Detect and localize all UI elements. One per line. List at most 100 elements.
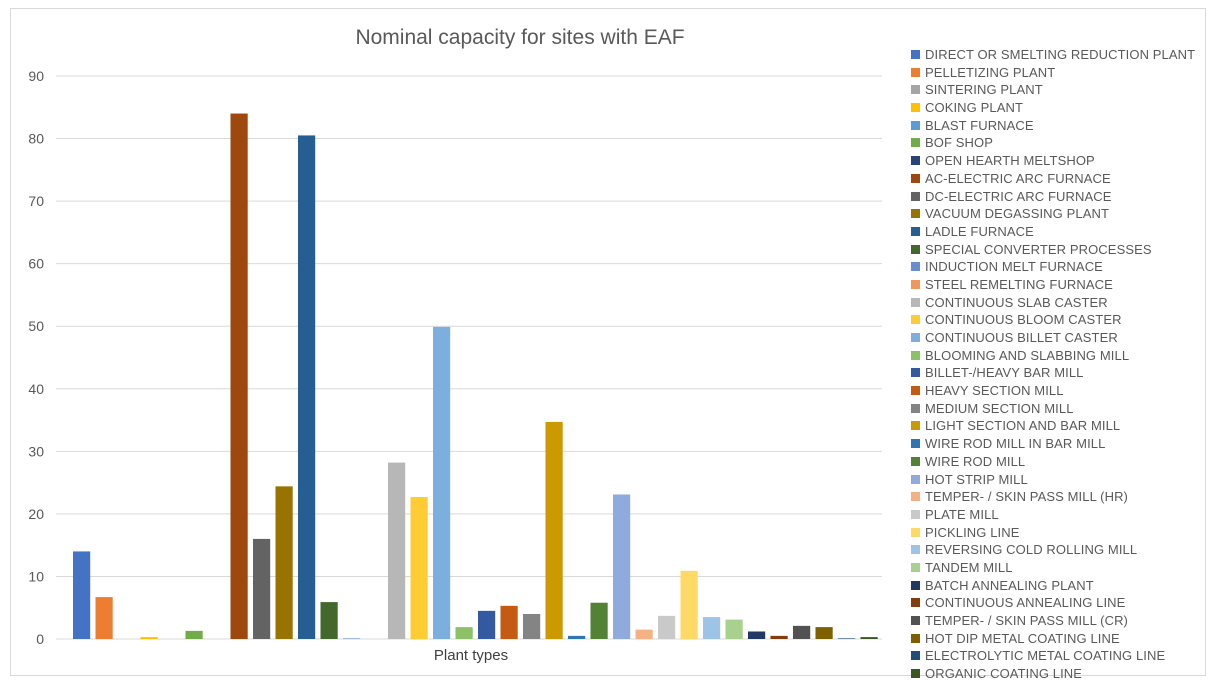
- bar-bof-shop: [185, 630, 203, 639]
- legend-swatch: [911, 509, 920, 519]
- legend-swatch: [911, 386, 920, 396]
- legend-label: CONTINUOUS BLOOM CASTER: [925, 312, 1122, 328]
- legend-label: CONTINUOUS SLAB CASTER: [925, 294, 1108, 310]
- legend-swatch: [911, 85, 920, 95]
- legend-swatch: [911, 474, 920, 484]
- bar-vacuum-degassing-plant: [275, 486, 293, 639]
- legend-label: TEMPER- / SKIN PASS MILL (CR): [925, 613, 1128, 628]
- bar-temper-skin-pass-mill-hr: [635, 629, 653, 639]
- bar-coking-plant: [140, 637, 158, 639]
- legend-item: SPECIAL CONVERTER PROCESSES: [911, 241, 1211, 259]
- legend-label: TANDEM MILL: [925, 559, 1013, 575]
- legend-swatch: [911, 421, 920, 431]
- legend-item: DC-ELECTRIC ARC FURNACE: [911, 188, 1211, 206]
- legend-label: BATCH ANNEALING PLANT: [925, 577, 1094, 593]
- legend-label: MEDIUM SECTION MILL: [925, 400, 1074, 416]
- legend-item: REVERSING COLD ROLLING MILL: [911, 541, 1211, 559]
- legend-swatch: [911, 209, 920, 219]
- legend-swatch: [911, 315, 920, 325]
- legend-label: SPECIAL CONVERTER PROCESSES: [925, 241, 1152, 257]
- legend-item: ELECTROLYTIC METAL COATING LINE: [911, 647, 1211, 665]
- legend-label: SINTERING PLANT: [925, 82, 1043, 98]
- legend-swatch: [911, 297, 920, 307]
- chart-legend: DIRECT OR SMELTING REDUCTION PLANT PELLET…: [911, 46, 1211, 683]
- legend-item: DIRECT OR SMELTING REDUCTION PLANT: [911, 46, 1211, 64]
- legend-label: BLAST FURNACE: [925, 117, 1034, 133]
- bar-continuous-slab-caster: [388, 462, 406, 639]
- legend-label: ELECTROLYTIC METAL COATING LINE: [925, 648, 1166, 664]
- bar-hot-dip-metal-coating-line: [815, 627, 833, 639]
- bar-dc-electric-arc-furnace: [253, 538, 271, 639]
- legend-item: BLOOMING AND SLABBING MILL: [911, 347, 1211, 365]
- legend-swatch: [911, 669, 920, 679]
- legend-item: CONTINUOUS ANNEALING LINE: [911, 594, 1211, 612]
- bar-induction-melt-furnace: [343, 638, 361, 639]
- bar-plate-mill: [658, 615, 676, 639]
- legend-swatch: [911, 562, 920, 572]
- legend-label: HEAVY SECTION MILL: [925, 383, 1064, 399]
- legend-item: CONTINUOUS BLOOM CASTER: [911, 311, 1211, 329]
- legend-swatch: [911, 616, 920, 625]
- y-tick-label: 20: [28, 506, 44, 522]
- legend-swatch: [911, 50, 920, 59]
- legend-item: PELLETIZING PLANT: [911, 64, 1211, 82]
- bar-billet-heavy-bar-mill: [478, 610, 496, 639]
- legend-swatch: [911, 492, 920, 502]
- y-tick-label: 80: [28, 131, 44, 147]
- bar-light-section-and-bar-mill: [545, 421, 563, 639]
- legend-swatch: [911, 651, 920, 661]
- legend-swatch: [911, 226, 920, 236]
- legend-label: CONTINUOUS BILLET CASTER: [925, 330, 1118, 345]
- legend-swatch: [911, 156, 920, 166]
- legend-label: STEEL REMELTING FURNACE: [925, 276, 1113, 292]
- legend-item: INDUCTION MELT FURNACE: [911, 258, 1211, 276]
- legend-item: TANDEM MILL: [911, 559, 1211, 577]
- bar-reversing-cold-rolling-mill: [703, 617, 721, 639]
- legend-swatch: [911, 633, 920, 643]
- bar-continuous-bloom-caster: [410, 496, 428, 639]
- legend-label: OPEN HEARTH MELTSHOP: [925, 153, 1095, 169]
- legend-swatch: [911, 173, 920, 183]
- legend-item: PLATE MILL: [911, 506, 1211, 524]
- legend-label: TEMPER- / SKIN PASS MILL (HR): [925, 489, 1128, 505]
- y-tick-label: 90: [28, 68, 44, 84]
- legend-label: PELLETIZING PLANT: [925, 64, 1056, 80]
- legend-label: INDUCTION MELT FURNACE: [925, 259, 1103, 275]
- legend-item: MEDIUM SECTION MILL: [911, 400, 1211, 418]
- legend-label: WIRE ROD MILL IN BAR MILL: [925, 436, 1106, 452]
- bar-organic-coating-line: [860, 637, 878, 639]
- legend-item: CONTINUOUS BILLET CASTER: [911, 329, 1211, 347]
- bar-pelletizing-plant: [95, 597, 113, 639]
- legend-label: DC-ELECTRIC ARC FURNACE: [925, 188, 1112, 204]
- bar-electrolytic-metal-coating-line: [838, 638, 856, 639]
- legend-item: WIRE ROD MILL: [911, 453, 1211, 471]
- legend-label: LADLE FURNACE: [925, 223, 1034, 239]
- legend-item: ORGANIC COATING LINE: [911, 665, 1211, 683]
- legend-item: LIGHT SECTION AND BAR MILL: [911, 417, 1211, 435]
- bar-temper-skin-pass-mill-cr: [793, 625, 811, 639]
- chart-frame: [10, 8, 1206, 676]
- legend-item: BOF SHOP: [911, 134, 1211, 152]
- legend-label: VACUUM DEGASSING PLANT: [925, 206, 1109, 222]
- legend-item: AC-ELECTRIC ARC FURNACE: [911, 170, 1211, 188]
- legend-item: WIRE ROD MILL IN BAR MILL: [911, 435, 1211, 453]
- legend-item: VACUUM DEGASSING PLANT: [911, 205, 1211, 223]
- bar-special-converter-processes: [320, 602, 338, 639]
- legend-swatch: [911, 368, 920, 378]
- legend-label: HOT DIP METAL COATING LINE: [925, 630, 1120, 646]
- legend-swatch: [911, 279, 920, 289]
- legend-item: CONTINUOUS SLAB CASTER: [911, 294, 1211, 312]
- y-tick-label: 40: [28, 381, 44, 397]
- legend-swatch: [911, 67, 920, 77]
- legend-label: LIGHT SECTION AND BAR MILL: [925, 418, 1121, 434]
- legend-label: REVERSING COLD ROLLING MILL: [925, 542, 1138, 558]
- legend-item: BATCH ANNEALING PLANT: [911, 577, 1211, 595]
- bar-tandem-mill: [725, 619, 743, 639]
- x-category-label: Plant types: [434, 647, 508, 664]
- legend-swatch: [911, 244, 920, 254]
- legend-item: HEAVY SECTION MILL: [911, 382, 1211, 400]
- y-tick-label: 70: [28, 193, 44, 209]
- legend-item: STEEL REMELTING FURNACE: [911, 276, 1211, 294]
- y-tick-label: 50: [28, 318, 44, 334]
- legend-swatch: [911, 138, 920, 148]
